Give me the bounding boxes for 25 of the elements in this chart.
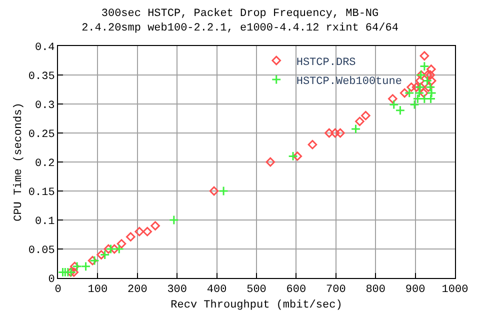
x-tick-label: 600	[286, 284, 306, 296]
x-tick-label: 300	[167, 284, 188, 296]
y-tick-label: 0.35	[28, 70, 55, 83]
chart-subtitle: 2.4.20smp web100-2.2.1, e1000-4.4.12 rxint 64/64	[82, 22, 399, 34]
x-tick-label: 200	[127, 284, 148, 296]
x-tick-label: 900	[405, 284, 426, 296]
y-tick-label: 0.15	[28, 186, 55, 199]
y-tick-label: 0.3	[34, 100, 55, 112]
x-tick-label: 400	[206, 284, 227, 296]
y-tick-label: 0	[48, 274, 55, 286]
y-tick-label: 0.2	[34, 158, 55, 170]
x-axis-title: Recv Throughput (mbit/sec)	[170, 299, 342, 312]
chart-title: 300sec HSTCP, Packet Drop Frequency, MB-NG	[101, 8, 379, 20]
y-axis-title: CPU Time (seconds)	[13, 102, 26, 222]
x-tick-label: 500	[246, 284, 266, 296]
y-tick-label: 0.4	[34, 42, 56, 54]
y-tick-label: 0.05	[28, 244, 55, 257]
x-tick-label: 700	[326, 284, 346, 296]
legend-label: HSTCP.Web100tune	[296, 76, 402, 88]
legend-label: HSTCP.DRS	[296, 56, 356, 69]
x-tick-label: 100	[88, 284, 108, 296]
x-tick-label: 800	[366, 284, 386, 296]
x-tick-label: 1000	[442, 284, 468, 296]
y-tick-label: 0.25	[28, 128, 55, 141]
y-tick-label: 0.1	[34, 216, 56, 228]
